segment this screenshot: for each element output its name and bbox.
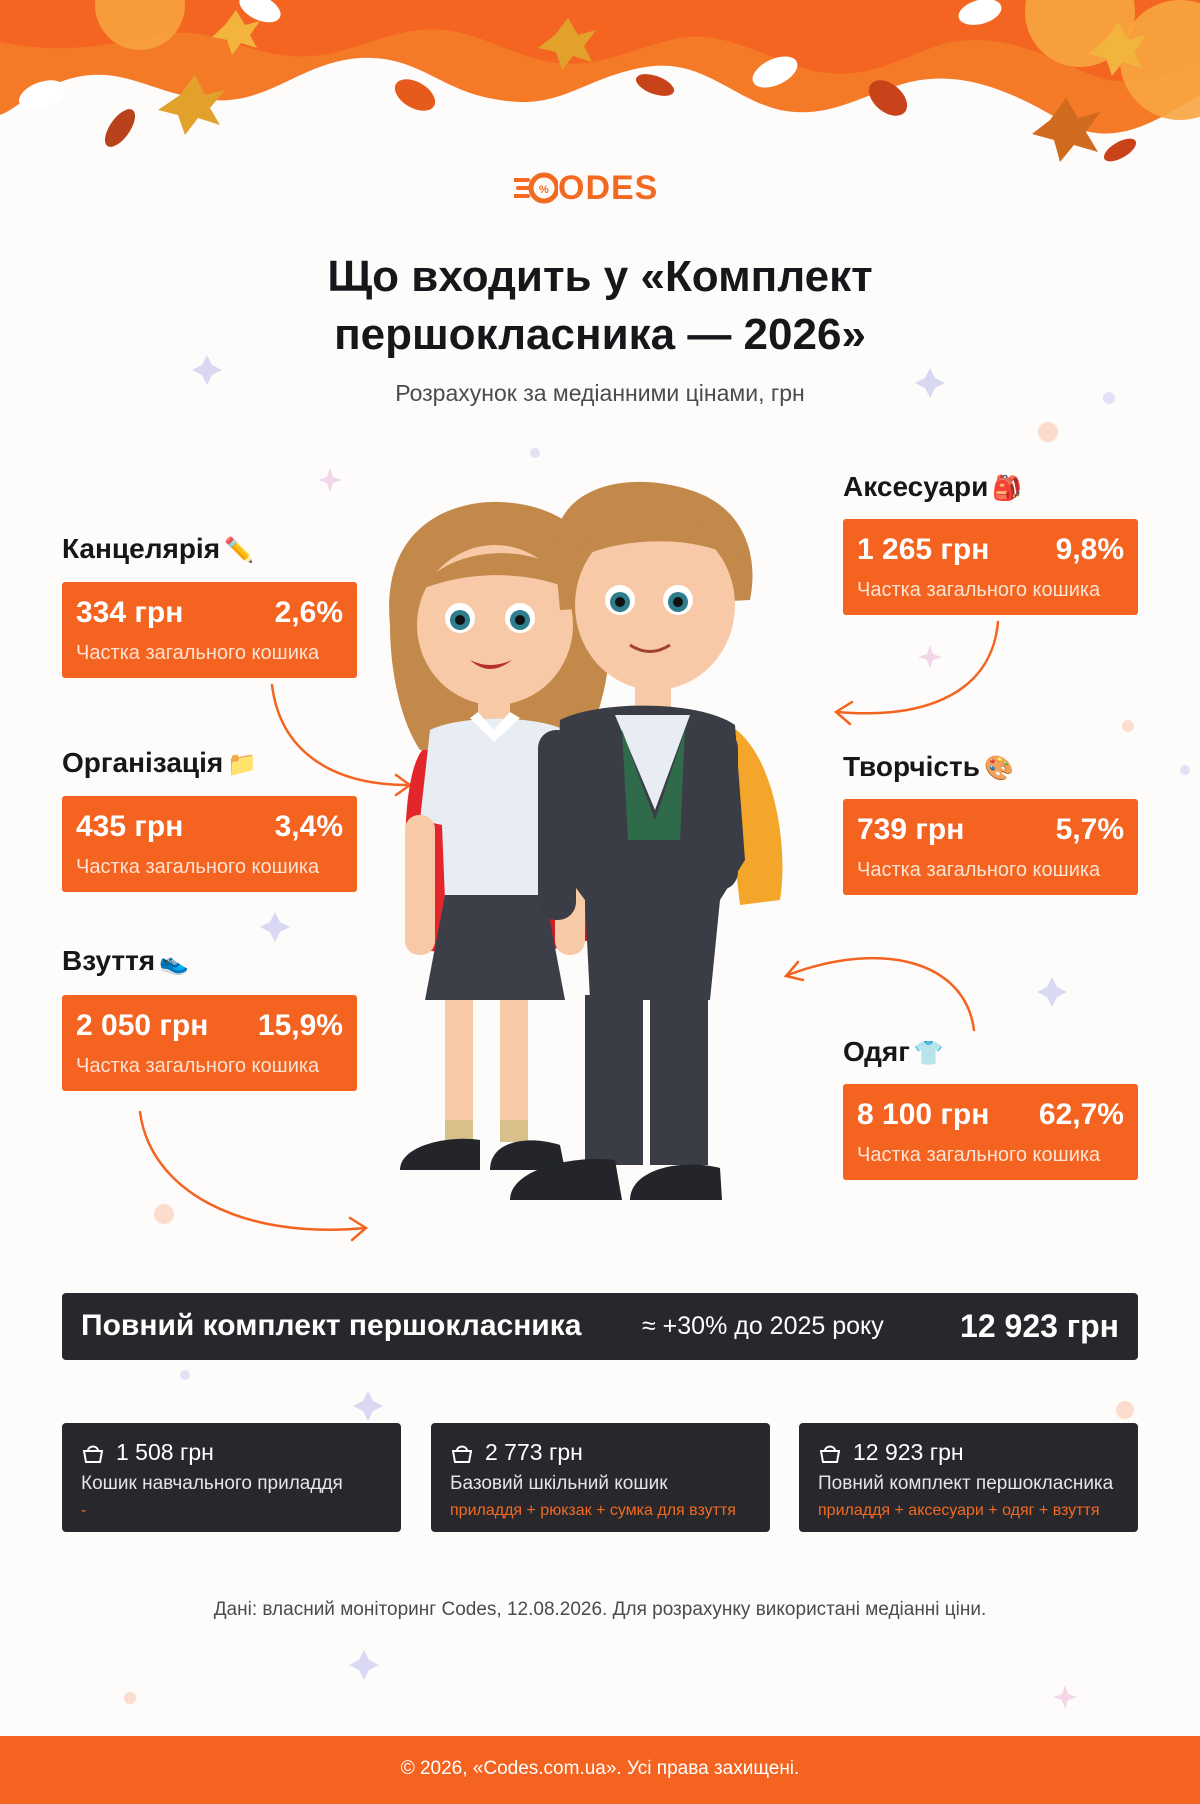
category-percent: 2,6% (274, 596, 343, 629)
backpack-icon: 🎒 (992, 475, 1023, 502)
category-card-stationery: 334 грн 2,6% Частка загального кошика (62, 582, 357, 678)
arrow-icon (138, 1110, 367, 1232)
category-name: Організація (62, 747, 224, 778)
total-growth: ≈ +30% до 2025 року (642, 1312, 884, 1340)
basket-name: Кошик навчального приладдя (81, 1473, 343, 1494)
category-percent: 3,4% (274, 810, 343, 843)
category-share-label: Частка загального кошика (857, 579, 1101, 601)
category-card-clothing: 8 100 грн 62,7% Частка загального кошика (843, 1084, 1138, 1180)
pencil-icon: ✏️ (224, 537, 254, 564)
basket-sum: 12 923 грн (853, 1439, 964, 1465)
category-share-label: Частка загального кошика (76, 856, 320, 878)
category-share-label: Частка загального кошика (857, 1144, 1101, 1166)
palette-icon: 🎨 (983, 755, 1014, 782)
basket-icon (82, 1445, 104, 1463)
total-summary-bar: Повний комплект першокласника ≈ +30% до … (62, 1293, 1138, 1360)
category-price: 2 050 грн (76, 1009, 209, 1042)
basket-sum: 2 773 грн (485, 1439, 583, 1465)
basket-icon (819, 1445, 841, 1463)
category-title-stationery: Канцелярія ✏️ (62, 533, 254, 565)
sneaker-icon: 👟 (159, 949, 190, 976)
category-price: 334 грн (76, 596, 184, 629)
category-card-accessories: 1 265 грн 9,8% Частка загального кошика (843, 519, 1138, 615)
category-card-creativity: 739 грн 5,7% Частка загального кошика (843, 799, 1138, 895)
shirt-icon: 👕 (913, 1040, 944, 1067)
category-title-clothing: Одяг 👕 (843, 1036, 944, 1068)
total-sum: 12 923 грн (960, 1308, 1119, 1344)
category-name: Канцелярія (62, 533, 221, 564)
category-name: Творчість (843, 751, 980, 782)
category-price: 1 265 грн (857, 533, 990, 566)
category-percent: 9,8% (1055, 533, 1124, 566)
category-percent: 62,7% (1038, 1098, 1124, 1131)
category-percent: 5,7% (1055, 813, 1124, 846)
kids-illustration (389, 481, 783, 1200)
folder-icon: 📁 (227, 751, 258, 778)
logo-text: ODES (558, 169, 659, 207)
category-price: 8 100 грн (857, 1098, 990, 1131)
basket-card-basic: 2 773 грн Базовий шкільний кошик приладд… (431, 1423, 770, 1532)
category-share-label: Частка загального кошика (857, 859, 1101, 881)
category-title-organization: Організація 📁 (62, 747, 257, 779)
basket-note: приладдя + рюкзак + сумка для взуття (450, 1502, 736, 1519)
title-line-2: першокласника — 2026» (334, 310, 866, 359)
basket-card-supplies: 1 508 грн Кошик навчального приладдя - (62, 1423, 401, 1532)
basket-name: Базовий шкільний кошик (450, 1473, 668, 1494)
category-price: 435 грн (76, 810, 184, 843)
arrow-icon (836, 620, 1000, 715)
category-percent: 15,9% (257, 1009, 343, 1042)
copyright-text: © 2026, «Codes.com.ua». Усі права захище… (400, 1758, 800, 1779)
leaf-icon (19, 0, 1146, 162)
page-title: Що входить у «Комплект першокласника — 2… (150, 248, 1050, 364)
page-subtitle: Розрахунок за медіанними цінами, грн (395, 380, 805, 406)
category-name: Одяг (843, 1036, 910, 1067)
category-card-organization: 435 грн 3,4% Частка загального кошика (62, 796, 357, 892)
arrow-icon (348, 1216, 369, 1242)
category-title-accessories: Аксесуари 🎒 (843, 471, 1022, 503)
category-title-creativity: Творчість 🎨 (843, 751, 1014, 783)
footer: © 2026, «Codes.com.ua». Усі права захище… (0, 1736, 1200, 1804)
category-title-footwear: Взуття 👟 (62, 945, 189, 977)
category-name: Взуття (62, 945, 156, 976)
category-card-footwear: 2 050 грн 15,9% Частка загального кошика (62, 995, 357, 1091)
title-line-1: Що входить у «Комплект (327, 252, 873, 301)
basket-icon (451, 1445, 473, 1463)
total-label: Повний комплект першокласника (81, 1309, 582, 1342)
category-share-label: Частка загального кошика (76, 1055, 320, 1077)
basket-note: приладдя + аксесуари + одяг + взуття (818, 1502, 1100, 1519)
basket-card-full: 12 923 грн Повний комплект першокласника… (799, 1423, 1138, 1532)
basket-sum: 1 508 грн (116, 1439, 214, 1465)
category-name: Аксесуари (843, 471, 989, 502)
basket-name: Повний комплект першокласника (818, 1473, 1114, 1494)
basket-note: - (81, 1502, 87, 1519)
category-price: 739 грн (857, 813, 965, 846)
logo-mark-icon: % (514, 172, 558, 204)
header-wave-decoration (0, 0, 1200, 162)
category-share-label: Частка загального кошика (76, 642, 320, 664)
codes-logo[interactable]: % ODES (514, 170, 686, 206)
data-source-note: Дані: власний моніторинг Codes, 12.08.20… (213, 1599, 987, 1620)
svg-text:%: % (539, 184, 549, 196)
